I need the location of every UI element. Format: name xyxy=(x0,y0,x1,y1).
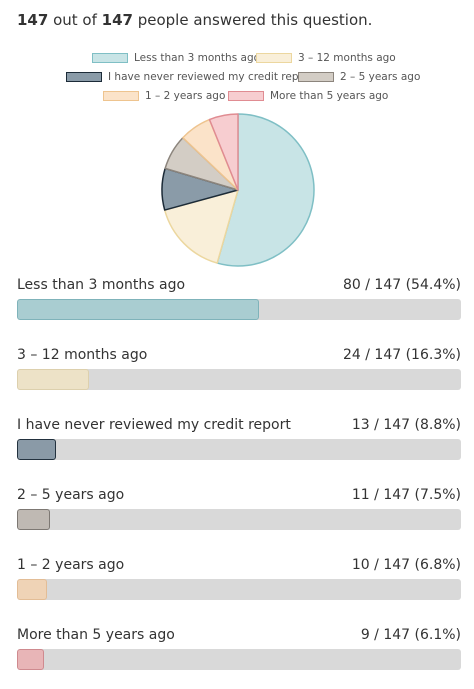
legend-swatch xyxy=(228,91,264,101)
bar-track xyxy=(17,439,461,460)
pie-slice[interactable] xyxy=(216,113,315,267)
legend-label: 1 – 2 years ago xyxy=(145,90,226,102)
legend-swatch xyxy=(256,53,292,63)
bar-fill xyxy=(17,299,259,320)
bar-track xyxy=(17,299,461,320)
legend-swatch xyxy=(66,72,102,82)
bar-fill xyxy=(17,439,56,460)
answer-row: Less than 3 months ago 80 / 147 (54.4%) xyxy=(17,277,461,322)
legend-item[interactable]: More than 5 years ago xyxy=(228,90,388,102)
legend-label: Less than 3 months ago xyxy=(134,52,261,64)
answer-row: 3 – 12 months ago 24 / 147 (16.3%) xyxy=(17,347,461,392)
legend-swatch xyxy=(298,72,334,82)
answer-row: More than 5 years ago 9 / 147 (6.1%) xyxy=(17,627,461,672)
answer-label: 3 – 12 months ago xyxy=(17,347,148,363)
answer-label: 1 – 2 years ago xyxy=(17,557,125,573)
answer-count: 13 / 147 (8.8%) xyxy=(351,417,461,433)
bar-fill xyxy=(17,579,47,600)
answer-label: I have never reviewed my credit report xyxy=(17,417,291,433)
chart-legend: Less than 3 months ago 3 – 12 months ago I… xyxy=(0,0,474,110)
pie-slice[interactable] xyxy=(208,113,239,191)
answer-row: 1 – 2 years ago 10 / 147 (6.8%) xyxy=(17,557,461,602)
bar-track xyxy=(17,509,461,530)
answer-label: 2 – 5 years ago xyxy=(17,487,125,503)
answer-label: Less than 3 months ago xyxy=(17,277,186,293)
legend-item[interactable]: 3 – 12 months ago xyxy=(256,52,396,64)
bar-fill xyxy=(17,649,44,670)
bar-track xyxy=(17,369,461,390)
legend-item[interactable]: I have never reviewed my credit report xyxy=(66,71,313,83)
legend-label: I have never reviewed my credit report xyxy=(108,71,314,83)
answer-row: 2 – 5 years ago 11 / 147 (7.5%) xyxy=(17,487,461,532)
legend-label: 3 – 12 months ago xyxy=(298,52,396,64)
legend-item[interactable]: Less than 3 months ago xyxy=(92,52,260,64)
answer-count: 24 / 147 (16.3%) xyxy=(342,347,461,363)
legend-swatch xyxy=(92,53,128,63)
pie-slice[interactable] xyxy=(163,189,239,264)
total-count: 147 xyxy=(101,11,133,29)
summary-suffix: people answered this question. xyxy=(132,11,373,29)
answer-row: I have never reviewed my credit report 13… xyxy=(17,417,461,462)
answer-count: 10 / 147 (6.8%) xyxy=(351,557,461,573)
legend-swatch xyxy=(103,91,139,101)
legend-label: More than 5 years ago xyxy=(270,90,389,102)
answer-label: More than 5 years ago xyxy=(17,627,175,643)
pie-chart xyxy=(161,113,315,267)
bar-fill xyxy=(17,509,50,530)
response-summary: 147 out of 147 people answered this ques… xyxy=(17,11,372,29)
legend-item[interactable]: 1 – 2 years ago xyxy=(103,90,225,102)
answer-count: 9 / 147 (6.1%) xyxy=(360,627,461,643)
bar-track xyxy=(17,649,461,670)
answered-count: 147 xyxy=(17,11,49,29)
legend-item[interactable]: 2 – 5 years ago xyxy=(298,71,420,83)
summary-mid: out of xyxy=(48,11,102,29)
answer-count: 11 / 147 (7.5%) xyxy=(351,487,461,503)
bar-fill xyxy=(17,369,89,390)
legend-label: 2 – 5 years ago xyxy=(340,71,421,83)
bar-track xyxy=(17,579,461,600)
answer-count: 80 / 147 (54.4%) xyxy=(342,277,461,293)
